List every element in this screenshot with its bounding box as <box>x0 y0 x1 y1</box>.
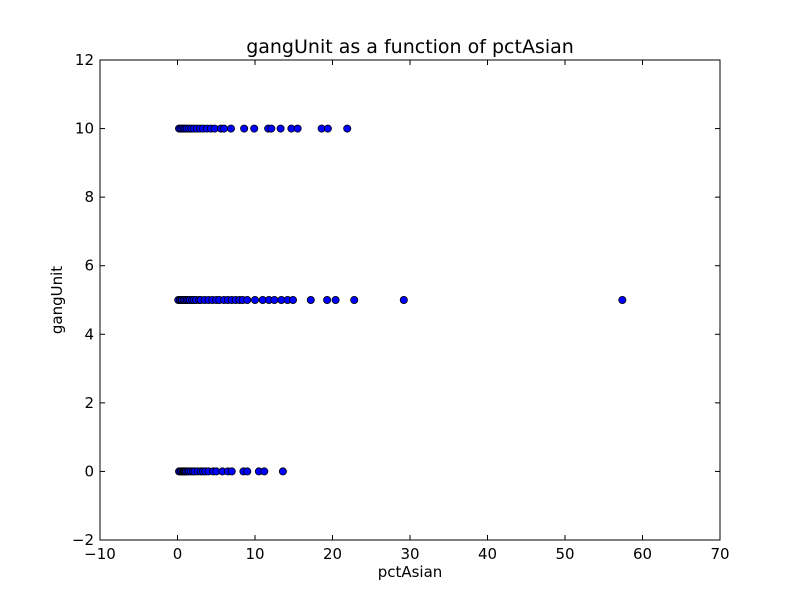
x-tick-label: 50 <box>555 545 574 563</box>
x-tick-label: 30 <box>400 545 419 563</box>
y-tick-label: −2 <box>72 531 94 549</box>
y-tick-label: 6 <box>84 257 94 275</box>
x-tick-label: 0 <box>173 545 183 563</box>
chart-title: gangUnit as a function of pctAsian <box>246 36 574 58</box>
data-point <box>270 295 279 304</box>
data-point <box>288 295 297 304</box>
data-point <box>250 124 259 133</box>
data-point <box>243 467 252 476</box>
data-point <box>323 295 332 304</box>
data-point <box>399 295 408 304</box>
data-point <box>267 124 276 133</box>
x-tick-label: 70 <box>710 545 729 563</box>
y-tick-label: 2 <box>84 394 94 412</box>
x-tick-label: 40 <box>478 545 497 563</box>
data-point <box>227 467 236 476</box>
y-axis-label: gangUnit <box>48 266 66 334</box>
y-tick-labels: −2 0 2 4 6 8 10 12 <box>72 51 94 549</box>
data-point <box>240 124 249 133</box>
x-tick-label: −10 <box>84 545 116 563</box>
data-point <box>276 124 285 133</box>
x-tick-label: 60 <box>633 545 652 563</box>
data-point <box>226 124 235 133</box>
data-point <box>323 124 332 133</box>
data-points <box>174 124 627 476</box>
y-tick-label: 10 <box>75 120 94 138</box>
data-point <box>350 295 359 304</box>
data-point <box>219 124 228 133</box>
y-tick-label: 0 <box>84 462 94 480</box>
axis-ticks <box>99 59 721 541</box>
y-tick-label: 4 <box>84 325 94 343</box>
data-point <box>278 467 287 476</box>
data-point <box>306 295 315 304</box>
data-point <box>260 467 269 476</box>
x-axis-label: pctAsian <box>378 563 443 581</box>
x-tick-label: 20 <box>323 545 342 563</box>
data-point <box>243 295 252 304</box>
x-tick-labels: −10 0 10 20 30 40 50 60 70 <box>84 545 729 563</box>
data-point <box>618 295 627 304</box>
x-tick-label: 10 <box>245 545 264 563</box>
data-point <box>331 295 340 304</box>
data-point <box>343 124 352 133</box>
data-point <box>293 124 302 133</box>
data-point <box>250 295 259 304</box>
y-tick-label: 12 <box>75 51 94 69</box>
y-tick-label: 8 <box>84 188 94 206</box>
